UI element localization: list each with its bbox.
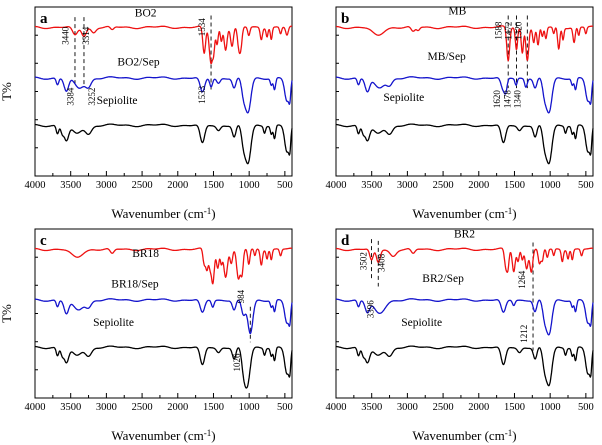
panel-b: 4000 3500 3000 2500 2000 1500 1000 500 Wavenumbe… — [301, 0, 602, 222]
x-axis-label: Wavenumber (cm-1) — [412, 428, 516, 443]
peak-annotation: 3408 — [377, 253, 387, 271]
x-tick-label: 500 — [578, 402, 594, 413]
series-label: BR2 — [454, 228, 475, 240]
x-axis-label: Wavenumber (cm-1) — [111, 428, 215, 443]
panel-letter: d — [341, 233, 350, 249]
peak-annotation: 1478 — [503, 90, 513, 109]
x-axis-label: Wavenumber (cm-1) — [412, 206, 516, 221]
series-line-mb-sep — [335, 76, 594, 114]
series-line-sepiolite — [335, 123, 594, 165]
peak-annotation: 3502 — [358, 252, 368, 270]
peak-annotation: 1588 — [494, 21, 504, 40]
peak-annotation: 1212 — [519, 325, 529, 343]
x-tick-label: 3500 — [361, 180, 382, 191]
peak-annotation: 3440 — [61, 26, 71, 45]
peak-annotation: 1340 — [513, 90, 523, 109]
series-line-br18-sep — [34, 298, 293, 335]
peak-annotation: 1533 — [197, 85, 207, 104]
peak-annotation: 984 — [236, 289, 246, 303]
x-tick-label: 3000 — [397, 180, 418, 191]
x-tick-label: 2000 — [468, 402, 489, 413]
x-tick-label: 1000 — [540, 402, 561, 413]
x-tick-label: 1500 — [504, 402, 525, 413]
x-tick-label: 1500 — [203, 180, 224, 191]
x-tick-label: 4000 — [326, 402, 347, 413]
peak-annotation: 1026 — [232, 353, 242, 372]
series-line-sepiolite — [34, 123, 293, 165]
panel-d: 4000 3500 3000 2500 2000 1500 1000 500 Wavenumbe… — [301, 222, 602, 445]
x-tick-label: 2000 — [468, 180, 489, 191]
series-line-br2 — [335, 247, 594, 273]
series-label: MB — [448, 6, 466, 18]
x-tick-label: 3500 — [361, 402, 382, 413]
spectra-plot-c: 4000 3500 3000 2500 2000 1500 1000 500 Wavenumbe… — [0, 228, 293, 443]
x-tick-label: 500 — [578, 180, 594, 191]
series-label: Sepiolite — [383, 92, 424, 104]
peak-annotation: 3252 — [87, 88, 97, 106]
x-tick-label: 1000 — [540, 180, 561, 191]
peak-annotation: 1320 — [513, 21, 523, 40]
series-line-sepiolite — [335, 345, 594, 387]
peak-annotation: 3384 — [66, 87, 76, 106]
series-label: BR18/Sep — [111, 278, 159, 290]
series-line-br2-sep — [335, 298, 594, 336]
x-tick-label: 3000 — [397, 402, 418, 413]
series-line-br18 — [34, 247, 293, 285]
series-line-mb — [335, 25, 594, 62]
x-tick-label: 4000 — [25, 402, 46, 413]
peak-annotation: 3314 — [81, 26, 91, 45]
spectra-plot-d: 4000 3500 3000 2500 2000 1500 1000 500 Wavenumbe… — [326, 228, 594, 443]
series-label: BR18 — [132, 248, 159, 260]
x-tick-label: 2000 — [167, 402, 188, 413]
x-tick-label: 3000 — [96, 180, 117, 191]
y-axis-label: T% — [0, 82, 14, 101]
x-tick-label: 3500 — [60, 402, 81, 413]
series-label: Sepiolite — [93, 317, 134, 329]
peak-annotation: 1620 — [492, 90, 502, 109]
panel-letter: b — [341, 11, 349, 27]
x-tick-label: 2500 — [433, 402, 454, 413]
series-label: MB/Sep — [427, 51, 466, 63]
spectra-plot-a: 4000 3500 3000 2500 2000 1500 1000 500 Wavenumbe… — [0, 6, 293, 221]
peak-annotation: 1264 — [517, 270, 527, 289]
x-axis-label: Wavenumber (cm-1) — [111, 206, 215, 221]
x-tick-label: 1000 — [239, 180, 260, 191]
panel-letter: a — [40, 11, 48, 27]
x-tick-label: 1500 — [203, 402, 224, 413]
x-tick-label: 3500 — [60, 180, 81, 191]
peak-annotation: 3396 — [365, 300, 375, 319]
panel-letter: c — [40, 233, 47, 249]
peak-annotation: 1472 — [503, 22, 513, 40]
panel-c: 4000 3500 3000 2500 2000 1500 1000 500 Wavenumbe… — [0, 222, 301, 445]
x-tick-label: 4000 — [25, 180, 46, 191]
spectra-plot-b: 4000 3500 3000 2500 2000 1500 1000 500 Wavenumbe… — [326, 6, 594, 221]
series-label: Sepiolite — [401, 317, 442, 329]
peak-annotation: 1534 — [197, 18, 207, 36]
x-tick-label: 2000 — [167, 180, 188, 191]
panel-a: 4000 3500 3000 2500 2000 1500 1000 500 Wavenumbe… — [0, 0, 301, 222]
series-label: Sepiolite — [97, 95, 138, 107]
x-tick-label: 1500 — [504, 180, 525, 191]
x-tick-label: 3000 — [96, 402, 117, 413]
x-tick-label: 500 — [277, 402, 293, 413]
x-tick-label: 2500 — [132, 402, 153, 413]
series-label: BO2/Sep — [117, 56, 159, 68]
x-tick-label: 2500 — [433, 180, 454, 191]
x-tick-label: 500 — [277, 180, 293, 191]
y-axis-label: T% — [0, 304, 14, 323]
series-label: BO2 — [135, 7, 157, 19]
series-label: BR2/Sep — [422, 273, 464, 285]
series-line-bo2 — [34, 25, 293, 65]
x-tick-label: 4000 — [326, 180, 347, 191]
x-tick-label: 2500 — [132, 180, 153, 191]
series-line-sepiolite — [34, 345, 293, 389]
x-tick-label: 1000 — [239, 402, 260, 413]
series-line-bo2-sep — [34, 76, 293, 114]
